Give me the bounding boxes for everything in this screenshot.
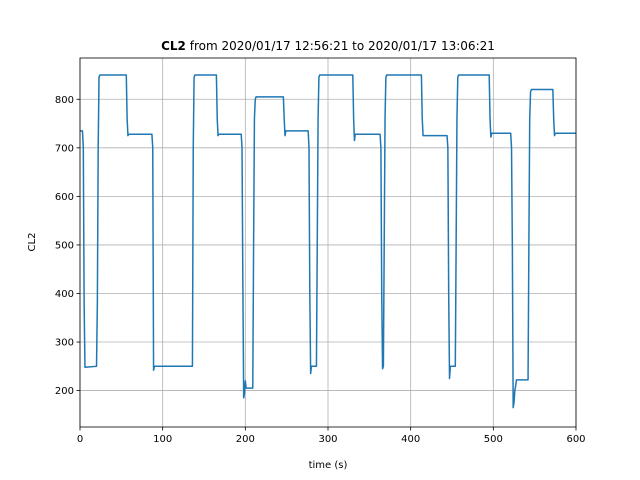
- y-tick-label: 500: [55, 240, 74, 251]
- x-axis-label: time (s): [309, 460, 348, 471]
- y-axis-label: CL2: [27, 233, 38, 252]
- data-layer: [80, 74, 576, 409]
- x-tick-label: 600: [566, 434, 585, 445]
- x-tick-label: 500: [484, 434, 503, 445]
- y-tick-label: 600: [55, 192, 74, 203]
- x-tick-label: 200: [236, 434, 255, 445]
- x-tick-label: 100: [153, 434, 172, 445]
- x-tick-label: 0: [77, 434, 83, 445]
- x-tick-label: 300: [318, 434, 337, 445]
- ticks: 0 100 200 300 400 500 600 200 300 400 500 600 700 800: [55, 95, 586, 445]
- series-line: [80, 74, 576, 409]
- chart-title: CL2 from 2020/01/17 12:56:21 to 2020/01/…: [161, 39, 495, 53]
- x-tick-label: 400: [401, 434, 420, 445]
- y-tick-label: 800: [55, 95, 74, 106]
- y-tick-label: 400: [55, 289, 74, 300]
- y-tick-label: 300: [55, 338, 74, 349]
- y-tick-label: 700: [55, 143, 74, 154]
- chart-title-rest: from 2020/01/17 12:56:21 to 2020/01/17 1…: [186, 39, 495, 53]
- chart-title-bold: CL2: [161, 39, 186, 53]
- y-tick-label: 200: [55, 386, 74, 397]
